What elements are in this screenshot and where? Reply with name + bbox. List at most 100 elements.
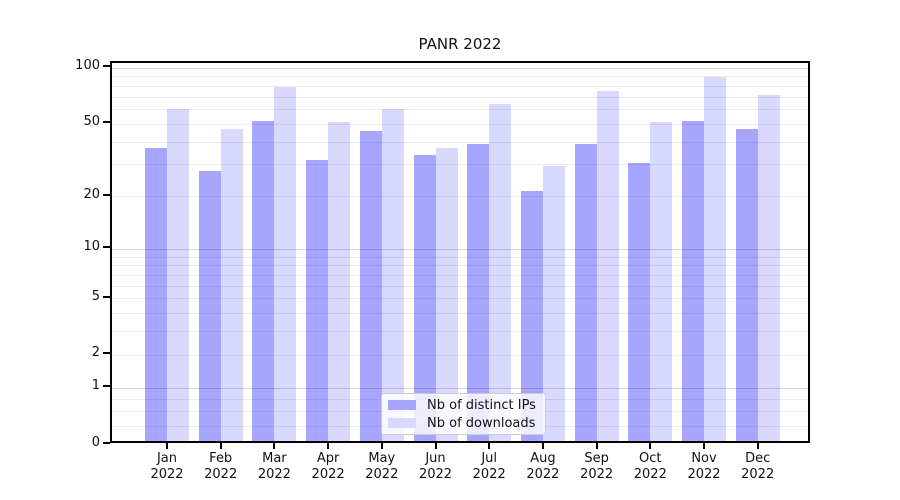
bar-downloads-apr xyxy=(328,122,351,441)
legend-label-distinct-ips: Nb of distinct IPs xyxy=(427,397,536,413)
bar-downloads-oct xyxy=(650,122,673,441)
bar-ips-sep xyxy=(574,144,597,441)
bar-ips-oct xyxy=(628,162,651,441)
bar-downloads-mar xyxy=(274,86,297,441)
legend-swatch-downloads xyxy=(388,418,416,428)
x-tick xyxy=(273,443,276,449)
bar-ips-jan xyxy=(145,148,167,441)
legend: Nb of distinct IPs Nb of downloads xyxy=(381,393,546,435)
chart-title: PANR 2022 xyxy=(418,35,502,53)
y-tick xyxy=(103,442,110,444)
minor-gridline xyxy=(112,109,808,111)
x-tick xyxy=(649,443,652,449)
x-tick-label: Aug 2022 xyxy=(511,451,575,483)
bar-ips-aug xyxy=(520,190,543,441)
y-tick xyxy=(103,385,110,388)
minor-gridline xyxy=(112,285,808,287)
major-gridline xyxy=(112,67,808,69)
x-tick-label-year: 2022 xyxy=(633,467,667,482)
y-tick-label: 100 xyxy=(75,58,100,74)
minor-gridline xyxy=(112,274,808,276)
minor-gridline xyxy=(112,123,808,125)
minor-gridline xyxy=(112,76,808,78)
x-tick-label: Mar 2022 xyxy=(242,451,306,483)
minor-gridline xyxy=(112,96,808,98)
x-tick-label-month: Mar xyxy=(262,451,287,466)
bar-downloads-feb xyxy=(220,128,243,441)
x-tick-label-month: May xyxy=(368,451,396,466)
legend-item-distinct-ips: Nb of distinct IPs xyxy=(388,398,541,413)
x-tick-label-month: Jul xyxy=(481,451,498,466)
x-tick-label-month: Oct xyxy=(639,451,662,466)
x-tick-label-month: Sep xyxy=(584,451,609,466)
x-tick-label: Jan 2022 xyxy=(135,451,199,483)
y-tick-label: 50 xyxy=(83,114,100,130)
bar-ips-may xyxy=(359,130,382,441)
y-tick-label: 5 xyxy=(91,288,100,304)
minor-gridline xyxy=(112,265,808,267)
x-tick-label-month: Apr xyxy=(316,451,340,466)
minor-gridline xyxy=(112,196,808,198)
bar-downloads-jun xyxy=(435,148,458,441)
bar-ips-nov xyxy=(682,120,704,441)
bar-downloads-jan xyxy=(167,108,189,441)
x-tick-label-year: 2022 xyxy=(257,467,291,482)
major-gridline xyxy=(112,248,808,250)
x-tick-label-year: 2022 xyxy=(311,467,345,482)
y-tick xyxy=(103,295,110,298)
x-tick-label: Sep 2022 xyxy=(565,451,629,483)
x-tick-label-year: 2022 xyxy=(580,467,614,482)
legend-label-downloads: Nb of downloads xyxy=(427,415,536,431)
x-tick-label-year: 2022 xyxy=(741,467,775,482)
minor-gridline xyxy=(112,141,808,143)
major-gridline xyxy=(112,387,808,389)
x-tick-label: Dec 2022 xyxy=(726,451,790,483)
bar-ips-feb xyxy=(198,171,221,441)
y-tick xyxy=(103,352,110,355)
x-tick-label: May 2022 xyxy=(350,451,414,483)
y-tick-label: 2 xyxy=(91,345,100,361)
x-tick-label-month: Jan xyxy=(156,451,178,466)
bar-ips-dec xyxy=(735,128,758,441)
x-tick-label: Feb 2022 xyxy=(189,451,253,483)
y-tick xyxy=(103,121,110,124)
x-tick-label-year: 2022 xyxy=(365,467,399,482)
y-tick xyxy=(103,65,110,68)
x-tick xyxy=(595,443,598,449)
minor-gridline xyxy=(112,164,808,166)
x-tick xyxy=(703,443,705,449)
bar-downloads-sep xyxy=(596,90,619,441)
y-tick xyxy=(103,193,110,196)
x-tick xyxy=(541,443,544,449)
x-tick xyxy=(434,443,437,449)
x-tick-label-year: 2022 xyxy=(204,467,238,482)
x-tick-label-month: Aug xyxy=(530,451,556,466)
minor-gridline xyxy=(112,331,808,333)
x-tick xyxy=(219,443,222,449)
y-tick-label: 20 xyxy=(83,186,100,202)
y-tick-label: 10 xyxy=(83,239,100,255)
y-tick-label: 0 xyxy=(91,435,100,450)
x-tick xyxy=(488,443,491,449)
y-tick-label: 1 xyxy=(91,378,100,394)
x-tick-label: Apr 2022 xyxy=(296,451,360,483)
x-tick-label-month: Jun xyxy=(425,451,446,466)
x-tick-label-year: 2022 xyxy=(687,467,721,482)
x-tick-label-year: 2022 xyxy=(150,467,184,482)
x-tick xyxy=(380,443,383,449)
bar-downloads-nov xyxy=(704,76,726,441)
x-tick xyxy=(327,443,330,449)
x-tick-label: Oct 2022 xyxy=(618,451,682,483)
bar-downloads-aug xyxy=(542,165,565,441)
bar-ips-mar xyxy=(252,120,275,441)
x-tick-label-year: 2022 xyxy=(418,467,453,482)
x-tick-label-year: 2022 xyxy=(526,467,560,482)
bar-downloads-dec xyxy=(757,95,780,441)
x-tick-label: Jul 2022 xyxy=(457,451,521,483)
minor-gridline xyxy=(112,313,808,315)
bar-downloads-jul xyxy=(489,103,512,441)
x-tick xyxy=(756,443,759,449)
bar-downloads-may xyxy=(381,108,404,441)
x-tick-label-month: Dec xyxy=(745,451,771,466)
